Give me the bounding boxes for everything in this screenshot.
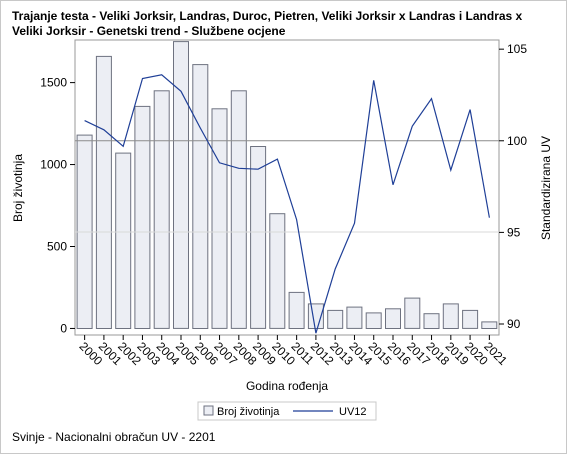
- bar: [95, 55, 112, 330]
- y-tick-label: 1500: [40, 76, 67, 90]
- footer-note: Svinje - Nacionalni obračun UV - 2201: [12, 430, 216, 444]
- legend-bar-swatch: [203, 405, 214, 416]
- x-axis: 2000200120022003200420052006200720082009…: [76, 335, 510, 368]
- y-tick-label: 0: [60, 321, 67, 335]
- y2-tick-label: 105: [507, 42, 527, 56]
- bar: [346, 306, 363, 329]
- bar: [269, 213, 286, 329]
- bar: [192, 64, 209, 329]
- bar: [153, 90, 170, 329]
- y2-axis-label: Standardizirana UV: [539, 136, 553, 240]
- legend-bar-label: Broj životinja: [217, 406, 280, 418]
- bar: [288, 291, 305, 329]
- x-axis-label: Godina rođenja: [246, 379, 328, 393]
- y-axis-right: 90 95 100 105: [499, 42, 527, 331]
- legend-line-label: UV12: [339, 406, 367, 418]
- legend: Broj životinja UV12: [197, 401, 377, 421]
- y2-tick-label: 100: [507, 134, 527, 148]
- y2-tick-label: 90: [507, 317, 521, 331]
- bar: [365, 312, 382, 329]
- bar: [211, 108, 228, 329]
- bar: [327, 309, 344, 329]
- bar: [385, 308, 401, 329]
- y-axis-left: 0 500 1000 1500: [40, 76, 75, 335]
- y2-tick-label: 95: [507, 225, 521, 239]
- chart-title: Trajanje testa - Veliki Jorksir, Landras…: [12, 9, 523, 38]
- bar: [115, 152, 132, 329]
- y-axis-label: Broj životinja: [11, 154, 25, 222]
- bar: [442, 303, 459, 329]
- bar: [404, 297, 421, 329]
- bar: [230, 90, 247, 329]
- bar-series: [76, 41, 498, 330]
- bar: [462, 309, 479, 329]
- uv12-line: [84, 74, 490, 334]
- bar: [134, 105, 151, 330]
- bar: [423, 313, 440, 330]
- y-tick-label: 1000: [40, 158, 67, 172]
- bar: [481, 321, 498, 329]
- bar: [250, 146, 267, 329]
- y-tick-label: 500: [47, 240, 67, 254]
- bar: [173, 41, 189, 329]
- legend-box: [197, 401, 377, 421]
- plot-area: [74, 39, 500, 336]
